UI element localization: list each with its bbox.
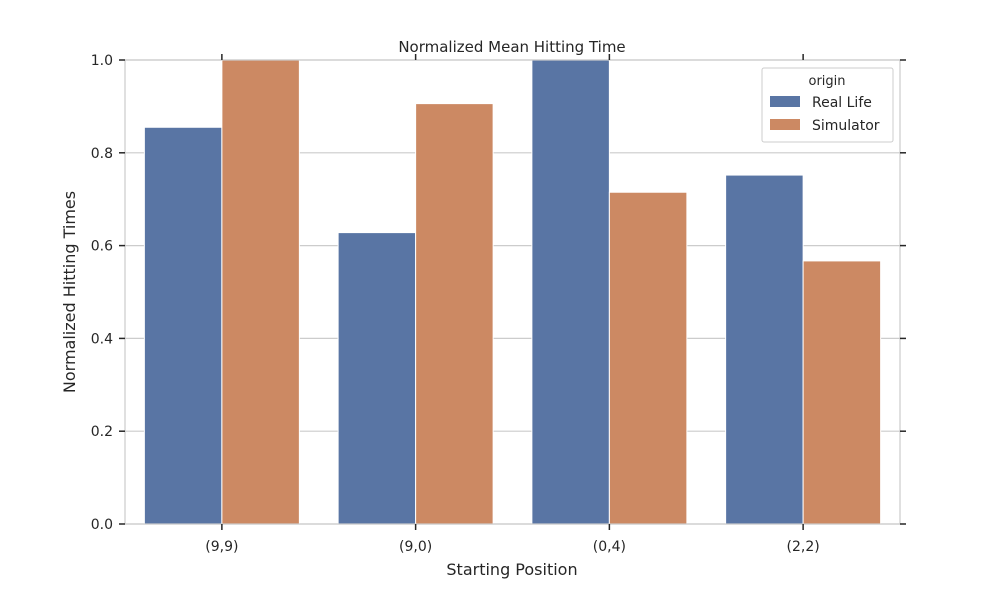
legend-label-simulator: Simulator: [812, 118, 880, 134]
bar-real-life-4: [725, 174, 804, 525]
x-tick-label: (0,4): [593, 539, 626, 555]
legend-title: origin: [808, 74, 845, 89]
bar-simulator-3: [608, 191, 688, 525]
axis-ticks: [119, 54, 906, 530]
y-tick-label: 0.2: [91, 424, 113, 440]
y-tick-label: 0.4: [91, 331, 113, 347]
bar-simulator-4: [802, 260, 882, 525]
x-tick-label: (2,2): [787, 539, 820, 555]
x-tick-label: (9,9): [205, 539, 238, 555]
x-tick-label: (9,0): [399, 539, 432, 555]
bar-real-life-1: [143, 126, 223, 525]
legend-swatch-simulator: [770, 119, 800, 130]
y-axis-label: Normalized Hitting Times: [60, 191, 79, 393]
bar-simulator-2: [415, 103, 494, 525]
y-tick-label: 0.0: [91, 517, 113, 533]
y-tick-label: 0.8: [91, 146, 113, 162]
legend-swatch-real-life: [770, 96, 800, 107]
bars: [143, 59, 882, 525]
x-axis-label: Starting Position: [446, 560, 577, 579]
legend-label-real-life: Real Life: [812, 95, 872, 111]
y-tick-labels: 0.0 0.2 0.4 0.6 0.8 1.0: [91, 53, 113, 533]
plot-frame: [124, 59, 901, 525]
bar-real-life-3: [531, 59, 610, 525]
y-tick-label: 1.0: [91, 53, 113, 69]
y-tick-label: 0.6: [91, 239, 113, 255]
chart-title: Normalized Mean Hitting Time: [398, 38, 625, 56]
x-tick-labels: (9,9) (9,0) (0,4) (2,2): [205, 539, 819, 555]
bar-simulator-1: [221, 59, 300, 525]
bar-real-life-2: [337, 232, 417, 525]
legend: origin Real Life Simulator: [761, 67, 894, 143]
